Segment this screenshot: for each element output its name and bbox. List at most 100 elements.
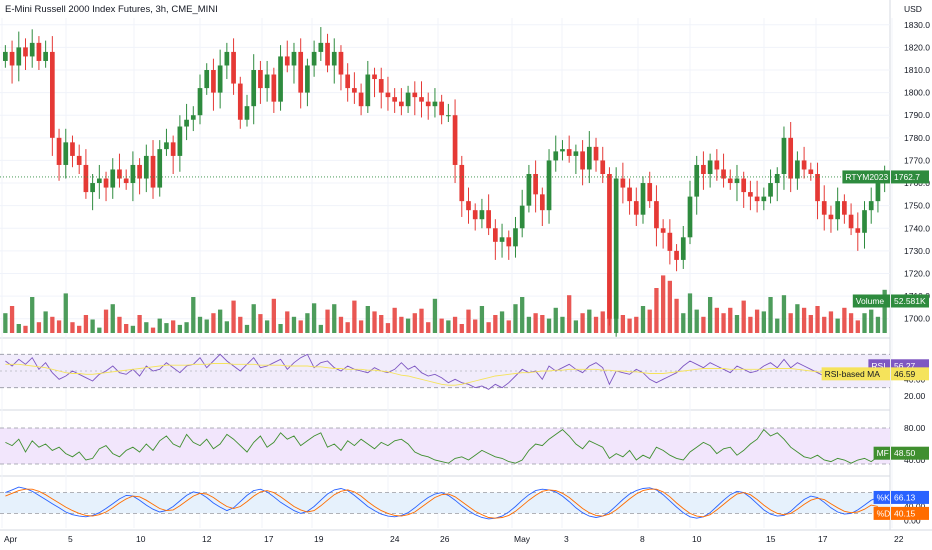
volume-bar[interactable] [70,322,75,333]
candle-body[interactable] [311,51,317,66]
candle-body[interactable] [533,174,538,195]
volume-bar[interactable] [587,309,592,333]
candle-body[interactable] [768,183,773,197]
volume-bar[interactable] [795,304,800,333]
candle-body[interactable] [291,51,297,66]
candle-body[interactable] [492,228,498,242]
volume-bar[interactable] [144,322,149,333]
volume-bar[interactable] [110,304,115,333]
candle-body[interactable] [828,214,834,220]
volume-bar[interactable] [278,324,283,333]
volume-bar[interactable] [493,315,498,333]
volume-bar[interactable] [667,280,673,333]
volume-bar[interactable] [573,320,579,333]
volume-bar[interactable] [634,316,639,333]
candle-body[interactable] [352,88,357,93]
volume-bar[interactable] [298,320,303,333]
candle-body[interactable] [36,42,42,61]
volume-bar[interactable] [781,295,787,333]
candle-body[interactable] [835,201,841,220]
candle-body[interactable] [607,174,612,319]
volume-bar[interactable] [473,319,478,334]
volume-bar[interactable] [768,297,773,333]
candle-body[interactable] [539,194,545,211]
candle-body[interactable] [412,92,418,98]
candle-body[interactable] [680,237,686,260]
candle-body[interactable] [419,97,424,102]
volume-bar[interactable] [801,307,807,333]
volume-bar[interactable] [808,315,813,333]
candle-body[interactable] [801,160,807,170]
volume-bar[interactable] [788,313,793,333]
candle-body[interactable] [23,47,28,57]
volume-bar[interactable] [285,311,290,333]
price-pane[interactable] [3,27,887,337]
volume-pane[interactable] [3,273,887,334]
candle-body[interactable] [486,210,491,229]
candle-body[interactable] [325,42,330,66]
volume-bar[interactable] [620,315,626,333]
volume-bar[interactable] [291,316,297,333]
volume-bar[interactable] [882,289,887,333]
candle-body[interactable] [855,228,861,233]
volume-bar[interactable] [217,309,223,333]
candle-body[interactable] [674,250,679,260]
series-line--d[interactable] [5,488,878,519]
volume-bar[interactable] [499,311,505,333]
volume-bar[interactable] [191,297,196,333]
series-line-mf[interactable] [5,428,885,464]
volume-bar[interactable] [748,316,753,333]
candle-body[interactable] [774,174,780,184]
rsi-pane[interactable] [0,353,890,390]
volume-bar[interactable] [446,320,451,333]
volume-bar[interactable] [16,324,21,333]
candle-body[interactable] [143,155,149,179]
candle-body[interactable] [466,201,471,211]
candle-body[interactable] [452,115,458,165]
volume-bar[interactable] [318,324,323,333]
candle-body[interactable] [244,106,250,120]
volume-bar[interactable] [379,315,384,333]
candle-body[interactable] [29,42,35,57]
candle-body[interactable] [842,201,847,215]
candle-body[interactable] [499,237,505,242]
candle-body[interactable] [721,169,726,179]
candle-body[interactable] [446,115,451,117]
candle-body[interactable] [338,51,344,75]
candle-body[interactable] [627,187,632,202]
volume-bar[interactable] [560,316,565,333]
volume-bar[interactable] [681,313,686,333]
candle-body[interactable] [687,196,693,238]
volume-bar[interactable] [130,325,136,333]
volume-bar[interactable] [23,325,28,333]
candle-body[interactable] [164,142,169,150]
volume-bar[interactable] [171,320,176,333]
candle-body[interactable] [519,205,525,229]
volume-bar[interactable] [392,307,397,333]
volume-bar[interactable] [97,327,102,333]
volume-bar[interactable] [352,300,357,333]
candle-body[interactable] [620,178,626,188]
money-flow-pane[interactable] [0,427,890,465]
candle-body[interactable] [298,51,304,93]
volume-bar[interactable] [828,311,834,333]
candle-body[interactable] [372,74,377,80]
volume-bar[interactable] [345,322,350,333]
volume-bar[interactable] [580,313,585,333]
volume-bar[interactable] [311,303,317,333]
candle-body[interactable] [862,210,867,233]
volume-bar[interactable] [593,316,599,333]
candle-body[interactable] [727,178,733,184]
volume-bar[interactable] [124,324,129,333]
candle-body[interactable] [761,196,767,202]
candle-body[interactable] [117,169,122,179]
volume-bar[interactable] [640,306,646,333]
series-line-rsi-based-ma[interactable] [5,363,878,386]
volume-bar[interactable] [30,297,35,333]
candle-body[interactable] [76,155,82,165]
candle-body[interactable] [748,192,753,197]
candle-body[interactable] [472,210,478,220]
candle-body[interactable] [90,183,95,193]
volume-bar[interactable] [714,307,719,333]
